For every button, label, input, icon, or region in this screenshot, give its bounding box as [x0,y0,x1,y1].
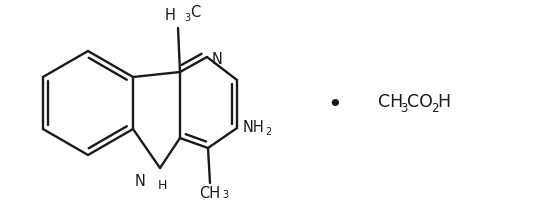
Text: 2: 2 [431,101,438,114]
Text: NH: NH [243,121,265,135]
Text: CO: CO [407,93,433,111]
Text: H: H [158,179,167,192]
Text: •: • [328,93,342,117]
Text: 3: 3 [400,101,408,114]
Text: N: N [212,51,223,67]
Text: 3: 3 [222,190,228,200]
Text: 2: 2 [265,127,271,137]
Text: N: N [135,174,146,189]
Text: C: C [190,5,200,20]
Text: CH: CH [378,93,403,111]
Text: H: H [165,8,176,23]
Text: 3: 3 [184,13,190,23]
Text: H: H [437,93,450,111]
Text: CH: CH [200,186,221,201]
